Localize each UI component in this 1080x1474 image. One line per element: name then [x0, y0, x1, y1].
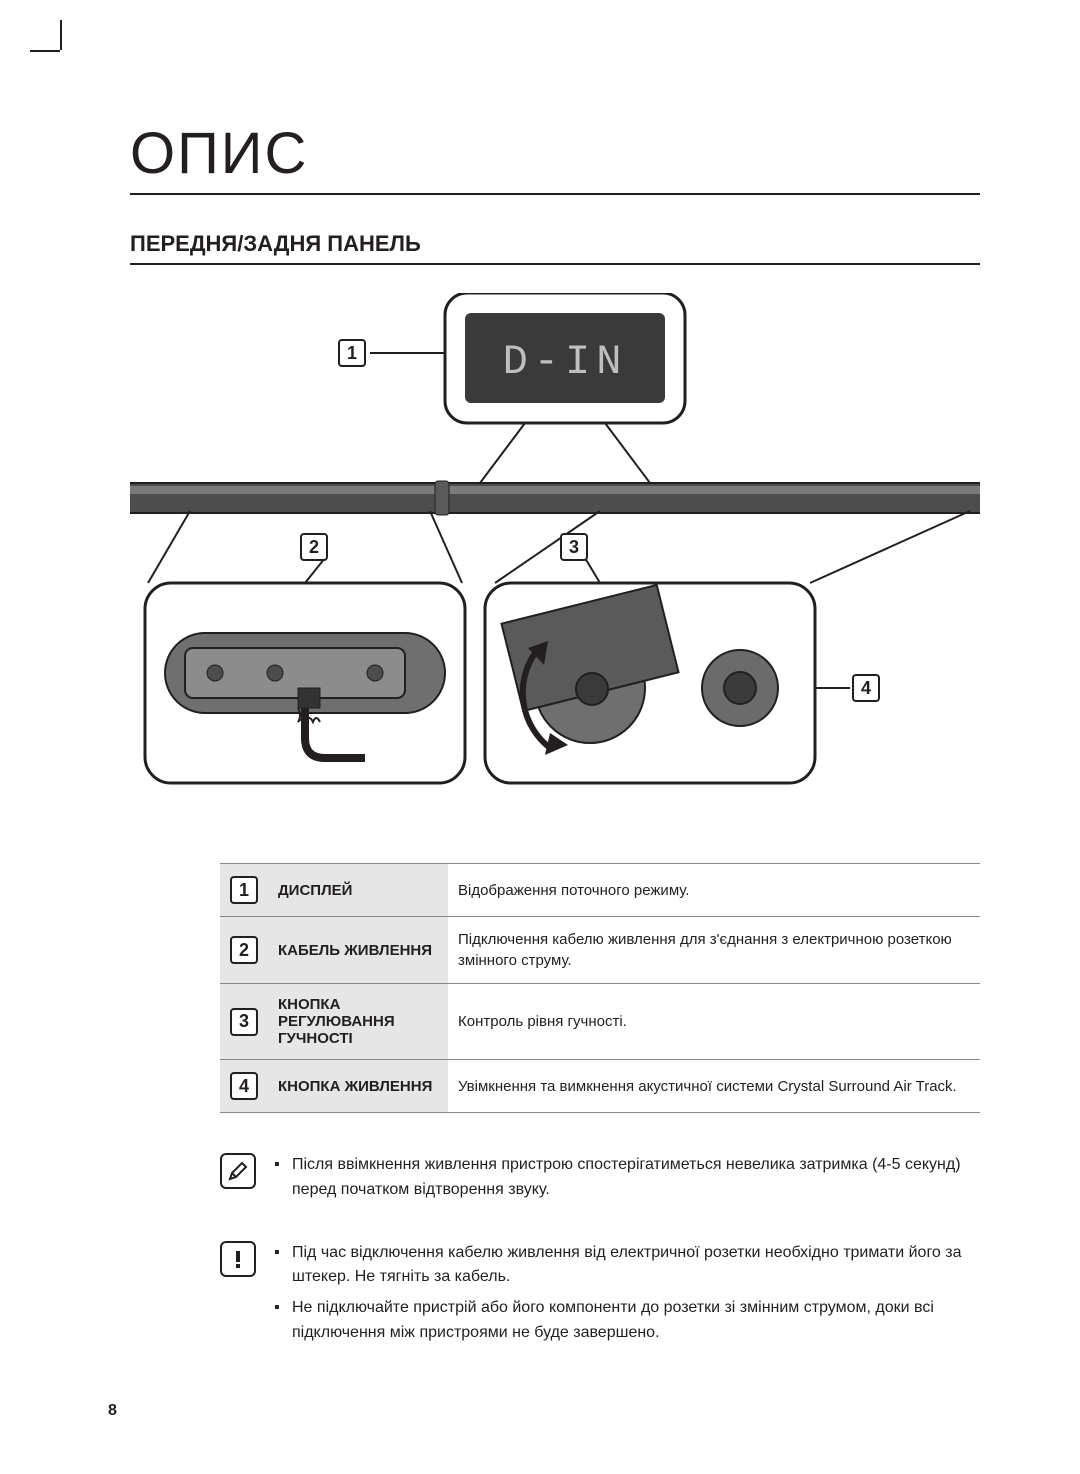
section-title: ПЕРЕДНЯ/ЗАДНЯ ПАНЕЛЬ	[130, 231, 980, 265]
row-desc: Увімкнення та вимкнення акустичної систе…	[448, 1060, 980, 1113]
row-label: КАБЕЛЬ ЖИВЛЕННЯ	[268, 917, 448, 984]
callout-2: 2	[300, 533, 328, 561]
note-item: Не підключайте пристрій або його компоне…	[274, 1296, 980, 1346]
table-row: 1 ДИСПЛЕЙ Відображення поточного режиму.	[220, 864, 980, 917]
table-row: 2 КАБЕЛЬ ЖИВЛЕННЯ Підключення кабелю жив…	[220, 917, 980, 984]
row-num: 3	[230, 1008, 258, 1036]
note-pencil: Після ввімкнення живлення пристрою спост…	[220, 1153, 980, 1209]
row-label: КНОПКА ЖИВЛЕННЯ	[268, 1060, 448, 1113]
row-desc: Підключення кабелю живлення для з'єднанн…	[448, 917, 980, 984]
table-row: 3 КНОПКА РЕГУЛЮВАННЯ ГУЧНОСТІ Контроль р…	[220, 984, 980, 1060]
note-warning: Під час відключення кабелю живлення від …	[220, 1241, 980, 1352]
row-desc: Контроль рівня гучності.	[448, 984, 980, 1060]
display-text: D-IN	[503, 338, 628, 386]
product-diagram: D-IN	[130, 293, 980, 823]
row-num: 2	[230, 936, 258, 964]
callout-4: 4	[852, 674, 880, 702]
row-desc: Відображення поточного режиму.	[448, 864, 980, 917]
crop-mark	[30, 20, 70, 60]
warning-icon	[220, 1241, 256, 1277]
page-number: 8	[108, 1402, 117, 1420]
main-title: ОПИС	[130, 120, 980, 195]
note-item: Після ввімкнення живлення пристрою спост…	[274, 1153, 980, 1203]
parts-table: 1 ДИСПЛЕЙ Відображення поточного режиму.…	[220, 863, 980, 1113]
note-item: Під час відключення кабелю живлення від …	[274, 1241, 980, 1291]
callout-1: 1	[338, 339, 366, 367]
row-label: ДИСПЛЕЙ	[268, 864, 448, 917]
callout-3: 3	[560, 533, 588, 561]
row-num: 4	[230, 1072, 258, 1100]
table-row: 4 КНОПКА ЖИВЛЕННЯ Увімкнення та вимкненн…	[220, 1060, 980, 1113]
row-label: КНОПКА РЕГУЛЮВАННЯ ГУЧНОСТІ	[268, 984, 448, 1060]
row-num: 1	[230, 876, 258, 904]
pencil-icon	[220, 1153, 256, 1189]
